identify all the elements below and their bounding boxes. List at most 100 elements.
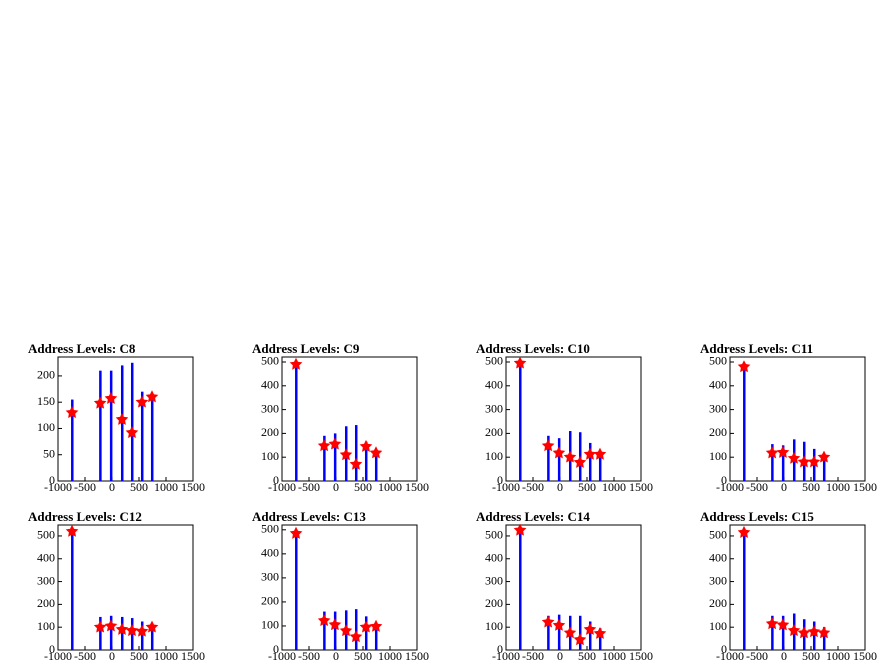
histogram-spike — [354, 609, 358, 650]
peak-marker — [583, 447, 597, 460]
peak-marker — [552, 446, 566, 459]
histogram-spike — [557, 438, 561, 481]
y-tick-label: 0 — [49, 642, 55, 656]
peak-marker — [797, 626, 811, 639]
y-tick-label: 100 — [261, 618, 279, 632]
x-tick-label: 500 — [354, 649, 372, 663]
histogram-spike — [822, 454, 826, 481]
y-tick-label: 0 — [497, 642, 503, 656]
histogram-spike — [374, 623, 378, 650]
y-tick-label: 300 — [37, 573, 55, 587]
histogram-spike — [333, 433, 337, 481]
peak-marker — [513, 356, 527, 369]
x-tick-label: -500 — [746, 480, 768, 494]
peak-marker — [593, 447, 607, 460]
peak-marker — [552, 618, 566, 631]
y-tick-label: 300 — [485, 573, 503, 587]
peak-marker — [359, 620, 373, 633]
peak-marker — [145, 390, 159, 403]
panel-title: Address Levels: C15 — [700, 509, 814, 524]
peak-marker — [135, 624, 149, 637]
x-tick-label: 500 — [578, 480, 596, 494]
plot-frame — [57, 356, 194, 482]
y-tick-label: 500 — [485, 528, 503, 542]
panel-title: Address Levels: C12 — [28, 509, 142, 524]
x-tick-label: -1000 — [44, 480, 72, 494]
histogram-spike — [130, 362, 134, 481]
x-tick-label: 1500 — [629, 480, 653, 494]
peak-marker — [807, 455, 821, 468]
peak-marker — [765, 617, 779, 630]
y-tick-label: 300 — [261, 570, 279, 584]
histogram-spike — [323, 611, 326, 650]
y-tick-label: 0 — [273, 473, 279, 487]
peak-marker — [339, 624, 353, 637]
y-tick-label: 50 — [43, 446, 55, 460]
y-tick-label: 0 — [49, 473, 55, 487]
y-tick-label: 500 — [37, 528, 55, 542]
peak-marker — [328, 618, 342, 631]
y-tick-label: 400 — [709, 551, 727, 565]
peak-marker — [593, 626, 607, 639]
peak-marker — [104, 619, 118, 632]
x-tick-label: 0 — [109, 480, 115, 494]
y-tick-label: 300 — [485, 401, 503, 415]
histogram-spike — [519, 360, 522, 481]
x-tick-label: -500 — [522, 649, 544, 663]
x-tick-label: -1000 — [44, 649, 72, 663]
histogram-spike — [743, 530, 746, 650]
peak-marker — [817, 450, 831, 463]
panel-title: Address Levels: C11 — [700, 341, 813, 356]
x-tick-label: 1500 — [853, 480, 877, 494]
peak-marker — [349, 457, 363, 470]
panel-title: Address Levels: C13 — [252, 509, 366, 524]
peak-marker — [115, 622, 129, 635]
y-tick-label: 400 — [261, 378, 279, 392]
histogram-spike — [71, 399, 74, 481]
peak-marker — [797, 455, 811, 468]
x-tick-label: -500 — [522, 480, 544, 494]
x-tick-label: 1000 — [154, 480, 178, 494]
y-tick-label: 400 — [261, 546, 279, 560]
x-tick-label: -500 — [74, 649, 96, 663]
histogram-spike — [547, 615, 550, 650]
histogram-spike — [120, 616, 124, 650]
y-tick-label: 100 — [37, 619, 55, 633]
y-tick-label: 200 — [485, 596, 503, 610]
peak-marker — [573, 455, 587, 468]
histogram-spike — [354, 425, 358, 481]
peak-marker — [776, 445, 790, 458]
peak-marker — [125, 426, 139, 439]
y-tick-label: 150 — [37, 394, 55, 408]
peak-marker — [317, 439, 331, 452]
x-tick-label: -500 — [74, 480, 96, 494]
histogram-spike — [578, 615, 582, 650]
y-tick-label: 400 — [485, 378, 503, 392]
panel-title: Address Levels: C9 — [252, 341, 360, 356]
x-tick-label: 1500 — [853, 649, 877, 663]
panel-title: Address Levels: C8 — [28, 341, 136, 356]
histogram-spike — [598, 452, 602, 481]
peak-marker — [583, 622, 597, 635]
x-tick-label: 1500 — [181, 649, 205, 663]
x-tick-label: 500 — [802, 649, 820, 663]
peak-marker — [369, 619, 383, 632]
y-tick-label: 500 — [261, 522, 279, 536]
x-tick-label: 500 — [578, 649, 596, 663]
peak-marker — [737, 360, 751, 373]
x-tick-label: 1500 — [629, 649, 653, 663]
y-tick-label: 200 — [709, 596, 727, 610]
y-tick-label: 0 — [721, 473, 727, 487]
x-tick-label: 500 — [354, 480, 372, 494]
peak-marker — [563, 626, 577, 639]
peak-marker — [104, 391, 118, 404]
histogram-spike — [109, 370, 113, 481]
peak-marker — [93, 396, 107, 409]
histogram-spike — [743, 364, 746, 481]
peak-marker — [65, 406, 79, 419]
histogram-spike — [374, 450, 378, 481]
histogram-spike — [812, 621, 816, 650]
x-tick-label: 1000 — [602, 649, 626, 663]
x-tick-label: 1000 — [826, 649, 850, 663]
plot-frame — [57, 524, 194, 651]
